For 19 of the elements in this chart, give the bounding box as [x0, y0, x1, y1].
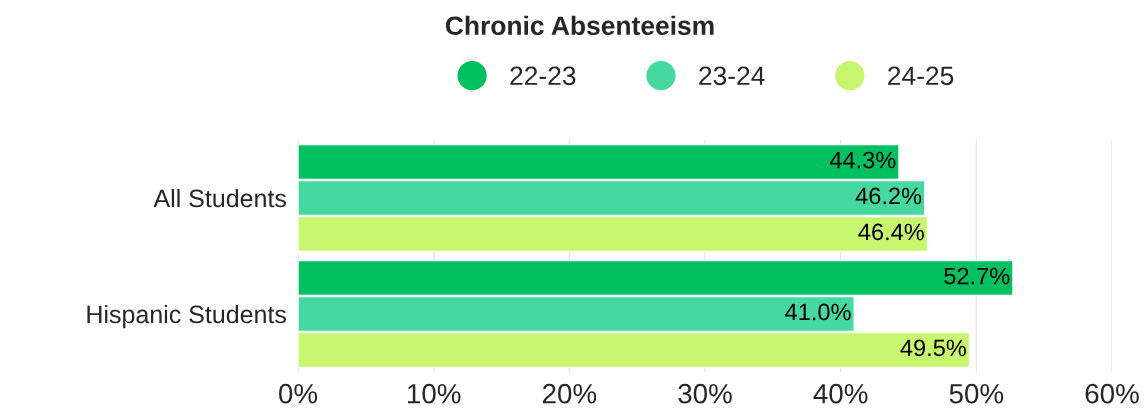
x-tick-label: 10% [407, 383, 461, 404]
data-label: 41.0% [785, 303, 851, 321]
y-tick-label: All Students [153, 188, 286, 208]
x-tick-label: 50% [949, 383, 1004, 404]
x-tick-label: 20% [542, 383, 597, 404]
data-label: 52.7% [944, 267, 1010, 285]
data-label: 49.5% [900, 339, 966, 357]
x-tick-label: 40% [813, 383, 868, 404]
legend-label: 23-24 [699, 66, 765, 86]
x-tick-label: 0% [279, 383, 318, 404]
legend-label: 24-25 [888, 66, 954, 86]
x-tick-label: 60% [1085, 383, 1139, 404]
data-label: 46.4% [858, 223, 924, 241]
chart-title: Chronic Absenteeism [445, 15, 714, 36]
y-tick-label: Hispanic Students [87, 304, 286, 329]
legend-label: 22-23 [510, 66, 576, 86]
data-label: 46.2% [855, 187, 922, 205]
data-label: 44.3% [829, 151, 896, 169]
x-tick-label: 30% [678, 383, 732, 404]
